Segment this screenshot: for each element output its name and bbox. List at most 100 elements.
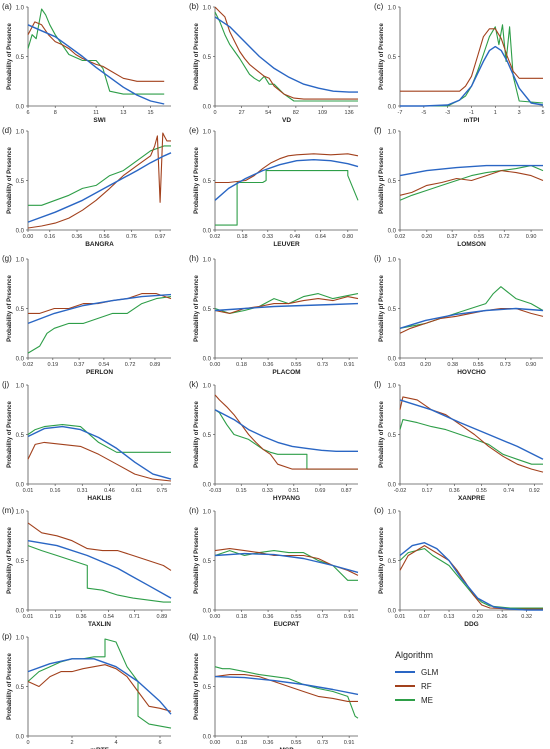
x-tick-label: 0.36	[263, 614, 274, 620]
x-tick-label: 0.36	[76, 614, 87, 620]
series-line-me	[27, 8, 165, 95]
x-tick-label: 0.18	[236, 362, 247, 368]
x-tick-label: 0.73	[317, 614, 328, 620]
legend-swatch-glm	[395, 671, 415, 673]
y-tick-label: 0.5	[16, 433, 25, 439]
y-tick-label: 0.0	[388, 483, 397, 489]
x-tick-label: 0.01	[395, 614, 406, 620]
series-line-rf	[399, 545, 543, 610]
y-tick-label: 1.0	[203, 510, 212, 516]
panel-label: (d)	[2, 126, 12, 135]
y-tick-label: 0.0	[388, 229, 397, 235]
x-axis-label: LEUVER	[273, 241, 300, 248]
panel-haklis: (j) 0.0 0.5 1.0 0.01 0.16 0.31 0.46 0.61 0.75 HAKL…	[2, 380, 172, 502]
x-tick-label: 82	[293, 110, 299, 116]
x-tick-label: 6	[26, 110, 29, 116]
x-tick-label: 0.46	[104, 488, 115, 494]
y-tick-label: 0.5	[203, 307, 212, 313]
y-tick-label: 1.0	[203, 130, 212, 136]
series-line-me	[27, 638, 172, 729]
y-tick-label: 1.0	[203, 384, 212, 390]
x-axis-label: VD	[282, 117, 291, 124]
series-line-me	[27, 545, 171, 603]
y-tick-label: 0.5	[16, 307, 25, 313]
legend-swatch-me	[395, 699, 415, 701]
y-tick-label: 0.5	[203, 433, 212, 439]
x-tick-label: 0.55	[473, 362, 484, 368]
y-axis-label: Probability of Presence	[379, 527, 385, 594]
x-axis-label: HYPANG	[273, 495, 300, 502]
x-axis-label: SWI	[93, 117, 105, 124]
y-axis-label: Probability pf Presence	[379, 275, 385, 342]
y-tick-label: 0.5	[16, 685, 25, 691]
y-axis-label: Probability of Presence	[194, 147, 200, 214]
panel-mtpi: (c) 0.0 0.5 1.0 -7 -5 -3 -1 1 3 5 mTPI Probability o…	[374, 2, 545, 124]
x-tick-label: 0.54	[103, 614, 114, 620]
x-tick-label: 0.07	[419, 614, 430, 620]
x-tick-label: 0.33	[262, 488, 273, 494]
series-line-glm	[214, 675, 359, 696]
x-tick-label: 13	[120, 110, 126, 116]
x-tick-label: 0.89	[157, 614, 168, 620]
x-tick-label: 0.02	[395, 234, 406, 240]
x-tick-label: 0.69	[315, 488, 326, 494]
legend-label-me: ME	[421, 695, 433, 705]
x-tick-label: 0.90	[526, 362, 537, 368]
x-axis-label: mTPI	[464, 117, 480, 124]
series-line-me	[215, 170, 359, 226]
panel-label: (g)	[2, 254, 12, 263]
x-tick-label: 0.73	[500, 362, 511, 368]
x-tick-label: 0.20	[420, 362, 431, 368]
series-line-rf	[27, 522, 172, 571]
y-tick-label: 1.0	[388, 384, 397, 390]
x-tick-label: 27	[239, 110, 245, 116]
series-line-glm	[27, 658, 172, 715]
y-tick-label: 0.0	[16, 357, 25, 363]
x-tick-label: 0.91	[344, 740, 355, 746]
series-line-rf	[399, 396, 544, 473]
y-tick-label: 0.0	[16, 609, 25, 615]
series-line-rf	[27, 664, 172, 712]
x-tick-label: 0.55	[291, 362, 302, 368]
y-tick-label: 0.5	[16, 179, 25, 185]
x-tick-label: 0.55	[474, 234, 485, 240]
x-tick-label: 0.80	[342, 234, 353, 240]
y-tick-label: 1.0	[16, 130, 25, 136]
series-line-glm	[27, 425, 172, 480]
x-tick-label: 0.00	[210, 362, 221, 368]
x-tick-label: 0.13	[444, 614, 455, 620]
y-axis-label: Probability of Presence	[194, 275, 200, 342]
x-tick-label: 4	[114, 740, 117, 746]
series-line-me	[27, 296, 172, 354]
y-tick-label: 0.5	[203, 179, 212, 185]
x-axis-label: BANGRA	[85, 241, 114, 248]
x-tick-label: 0.36	[72, 234, 83, 240]
panel-label: (m)	[2, 506, 14, 515]
x-tick-label: 0.55	[291, 740, 302, 746]
y-tick-label: 0.0	[203, 229, 212, 235]
x-tick-label: 0.17	[422, 488, 433, 494]
y-axis-label: Probability of Presence	[7, 275, 13, 342]
series-line-rf	[214, 674, 358, 702]
y-tick-label: 0.0	[16, 105, 25, 111]
x-tick-label: 0.91	[344, 362, 355, 368]
panel-label: (q)	[189, 632, 199, 641]
x-tick-label: 0.00	[210, 740, 221, 746]
y-tick-label: 1.0	[388, 258, 397, 264]
x-tick-label: 0.00	[210, 614, 221, 620]
x-tick-label: -7	[398, 110, 403, 116]
y-tick-label: 0.0	[388, 357, 397, 363]
y-tick-label: 1.0	[16, 510, 25, 516]
y-tick-label: 0.5	[203, 685, 212, 691]
x-tick-label: 0.18	[237, 234, 248, 240]
y-axis-label: Probability of Presence	[7, 401, 13, 468]
panel-xanpre: (l) 0.0 0.5 1.0 -0.02 0.17 0.36 0.55 0.74 0.92 XAN…	[374, 380, 544, 502]
y-tick-label: 0.0	[203, 357, 212, 363]
panel-label: (j)	[2, 380, 9, 389]
series-line-rf	[27, 21, 165, 82]
y-axis-label: Probability of Presence	[194, 653, 200, 720]
x-tick-label: -3	[445, 110, 450, 116]
panel-mrtf: (p) 0.0 0.5 1.0 0 2 4 6 mRTF Probability of Prese…	[2, 632, 172, 749]
x-tick-label: 0.89	[150, 362, 161, 368]
legend-swatch-rf	[395, 685, 415, 687]
